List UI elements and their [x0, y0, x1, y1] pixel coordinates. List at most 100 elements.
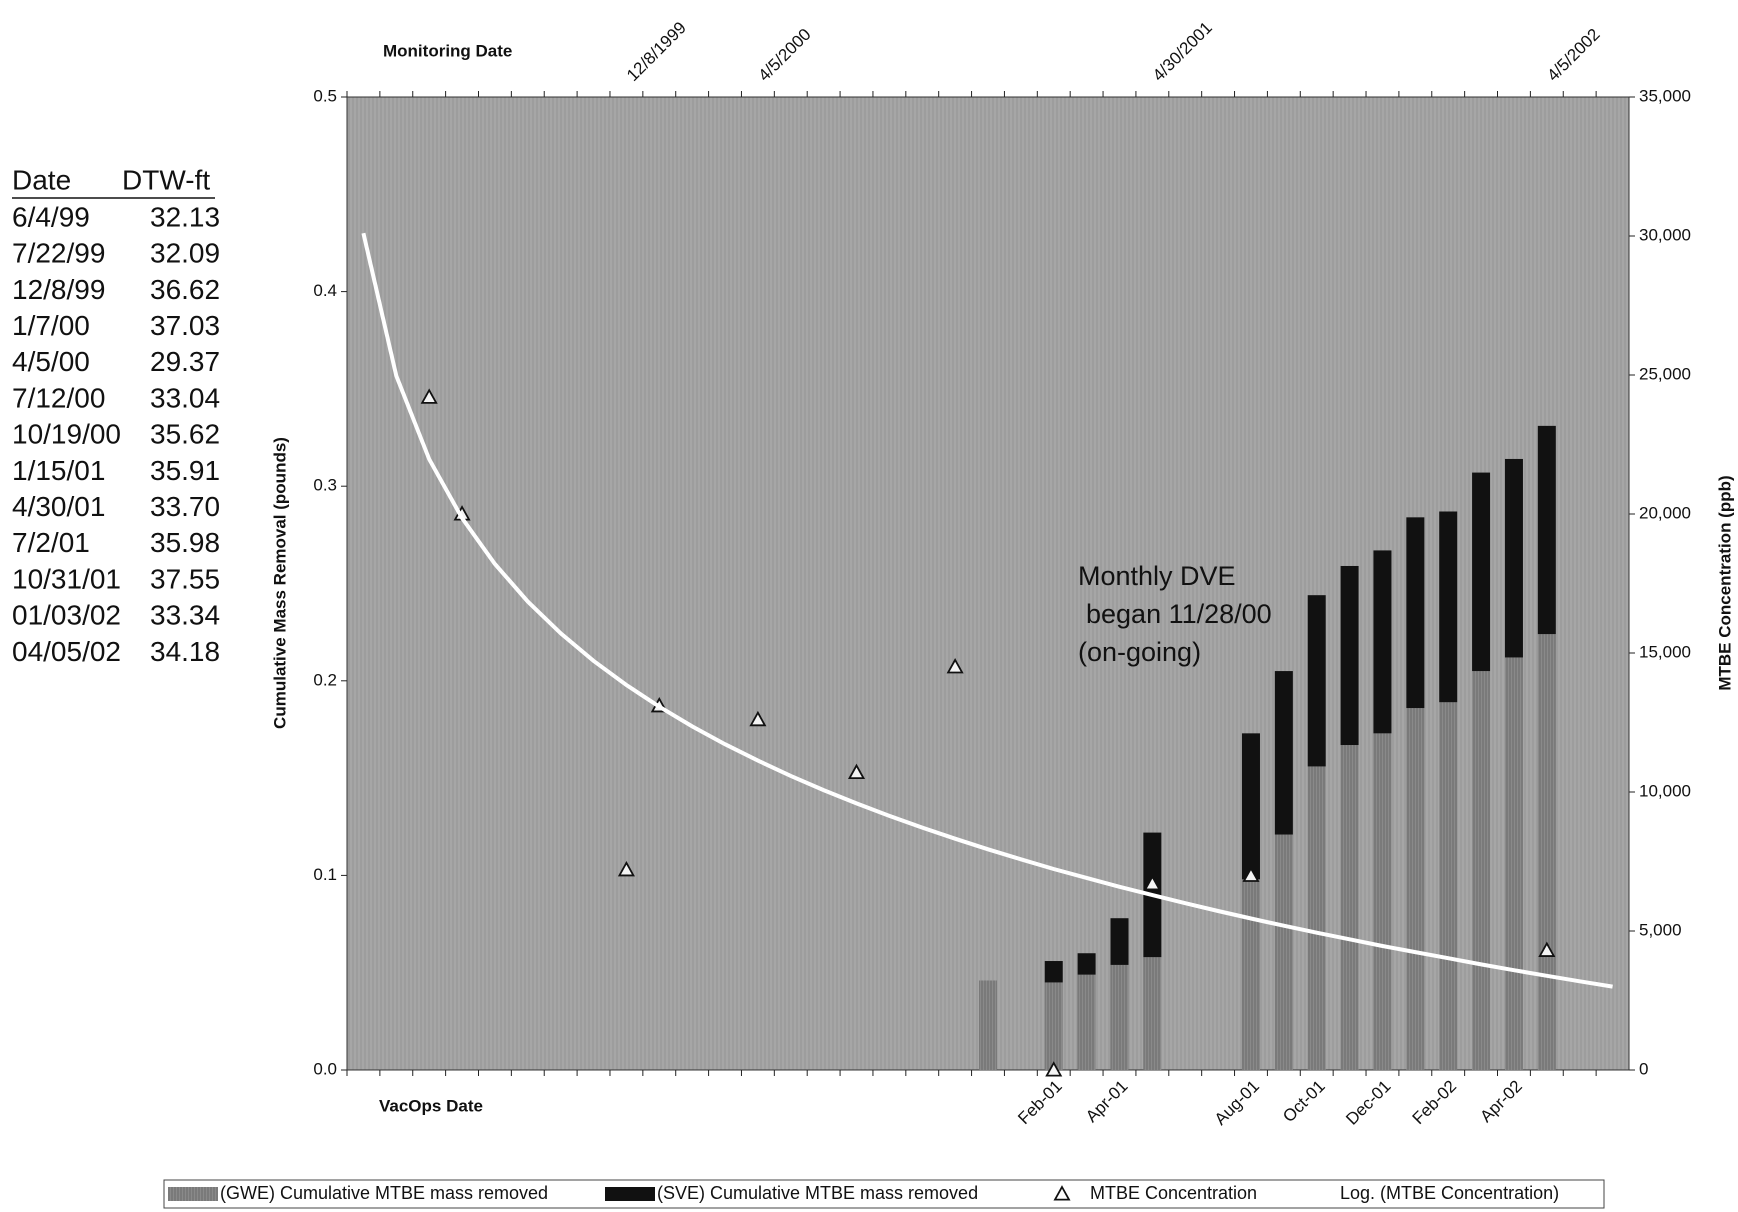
annotation: (on-going)	[1078, 637, 1201, 667]
y2-tick-label: 0	[1639, 1059, 1648, 1078]
bar-segment	[1143, 957, 1162, 1070]
legend-label: MTBE Concentration	[1090, 1183, 1257, 1203]
table-cell: 35.98	[150, 527, 220, 558]
scatter-point	[420, 388, 438, 404]
table-cell: 29.37	[150, 346, 220, 377]
bar-segment	[1044, 961, 1063, 983]
x-tick-label: Aug-01	[1211, 1077, 1263, 1129]
y-tick-label: 0.3	[313, 476, 337, 495]
bar-segment	[1241, 879, 1260, 1070]
table-cell: 6/4/99	[12, 201, 90, 232]
legend-marker	[1053, 1185, 1071, 1201]
x2-tick-label: 12/8/1999	[623, 18, 690, 85]
bar-segment	[979, 980, 997, 1070]
x-tick-label: Feb-02	[1409, 1077, 1461, 1129]
trend-line	[361, 232, 1613, 989]
scatter-point	[1143, 874, 1161, 891]
x2-tick-label: 4/30/2001	[1149, 18, 1216, 85]
y2-tick-label: 25,000	[1639, 364, 1691, 383]
bar-segment	[1274, 834, 1293, 1070]
y2-axis-title: MTBE Concentration (ppb)	[1715, 475, 1734, 690]
table-header: DTW-ft	[122, 164, 210, 195]
bar-segment	[1504, 657, 1523, 1070]
legend-label: (GWE) Cumulative MTBE mass removed	[220, 1183, 548, 1203]
x-tick-label: Apr-01	[1082, 1077, 1132, 1127]
table-cell: 7/12/00	[12, 382, 105, 413]
bar-segment	[1044, 982, 1063, 1070]
table-cell: 01/03/02	[12, 600, 121, 631]
bar-segment	[1110, 918, 1129, 965]
bar-segment	[1077, 974, 1096, 1070]
x2-tick-label: 4/5/2002	[1543, 25, 1603, 85]
scatter-point	[946, 658, 964, 674]
bar-segment	[1340, 745, 1359, 1070]
bar-segment	[1537, 634, 1556, 1070]
y2-tick-label: 35,000	[1639, 86, 1691, 105]
y2-tick-label: 20,000	[1639, 503, 1691, 522]
table-cell: 4/5/00	[12, 346, 90, 377]
scatter-point	[1242, 866, 1260, 882]
table-cell: 7/2/01	[12, 527, 90, 558]
bar-segment	[1110, 964, 1129, 1070]
plot-area	[346, 96, 1630, 1071]
x-tick-label: Feb-01	[1014, 1077, 1066, 1129]
bar-segment	[1077, 953, 1096, 975]
bar-segment	[1406, 708, 1425, 1070]
legend-label: (SVE) Cumulative MTBE mass removed	[657, 1183, 978, 1203]
table-cell: 33.04	[150, 382, 220, 413]
y-tick-label: 0.5	[313, 86, 337, 105]
y-tick-label: 0.1	[313, 865, 337, 884]
top-axis-title: Monitoring Date	[383, 41, 512, 60]
bar-segment	[1439, 511, 1458, 703]
table-cell: 36.62	[150, 274, 220, 305]
bar-segment	[1307, 766, 1326, 1070]
bar-segment	[1373, 733, 1392, 1070]
bar-segment	[1373, 550, 1392, 734]
x-tick-label: Dec-01	[1342, 1077, 1394, 1129]
y-tick-label: 0.0	[313, 1059, 337, 1078]
annotation: began 11/28/00	[1086, 599, 1272, 629]
bar-segment	[1537, 425, 1556, 635]
table-cell: 32.13	[150, 201, 220, 232]
bar-segment	[1241, 733, 1260, 880]
bar-segment	[1472, 671, 1491, 1070]
y2-tick-label: 10,000	[1639, 781, 1691, 800]
table-cell: 04/05/02	[12, 636, 121, 667]
table-cell: 35.62	[150, 419, 220, 450]
x-axis-title: VacOps Date	[379, 1096, 483, 1115]
bar-segment	[1274, 671, 1293, 835]
table-cell: 37.03	[150, 310, 220, 341]
y2-tick-label: 15,000	[1639, 642, 1691, 661]
bar-segment	[1406, 517, 1425, 709]
x-tick-label: Apr-02	[1476, 1077, 1526, 1127]
table-cell: 4/30/01	[12, 491, 105, 522]
table-cell: 1/15/01	[12, 455, 105, 486]
bar-segment	[1504, 458, 1523, 658]
y-axis-title: Cumulative Mass Removal (pounds)	[270, 437, 289, 729]
y-tick-label: 0.2	[313, 670, 337, 689]
table-cell: 7/22/99	[12, 238, 105, 269]
table-cell: 34.18	[150, 636, 220, 667]
bar-segment	[1472, 472, 1491, 672]
table-cell: 32.09	[150, 238, 220, 269]
y-tick-label: 0.4	[313, 281, 337, 300]
table-cell: 1/7/00	[12, 310, 90, 341]
legend-swatch	[168, 1187, 218, 1201]
bar-segment	[1439, 702, 1458, 1070]
x2-tick-label: 4/5/2000	[754, 25, 814, 85]
table-cell: 12/8/99	[12, 274, 105, 305]
scatter-point	[749, 710, 767, 727]
scatter-point	[617, 860, 635, 877]
y2-tick-label: 30,000	[1639, 225, 1691, 244]
table-cell: 37.55	[150, 563, 220, 594]
legend-label: Log. (MTBE Concentration)	[1340, 1183, 1559, 1203]
table-cell: 33.34	[150, 600, 220, 631]
bar-segment	[1340, 565, 1359, 746]
scatter-point	[1538, 941, 1556, 957]
bar-segment	[1307, 595, 1326, 767]
table-cell: 35.91	[150, 455, 220, 486]
legend-box	[163, 1179, 1605, 1209]
table-cell: 10/31/01	[12, 563, 121, 594]
table-cell: 10/19/00	[12, 419, 121, 450]
